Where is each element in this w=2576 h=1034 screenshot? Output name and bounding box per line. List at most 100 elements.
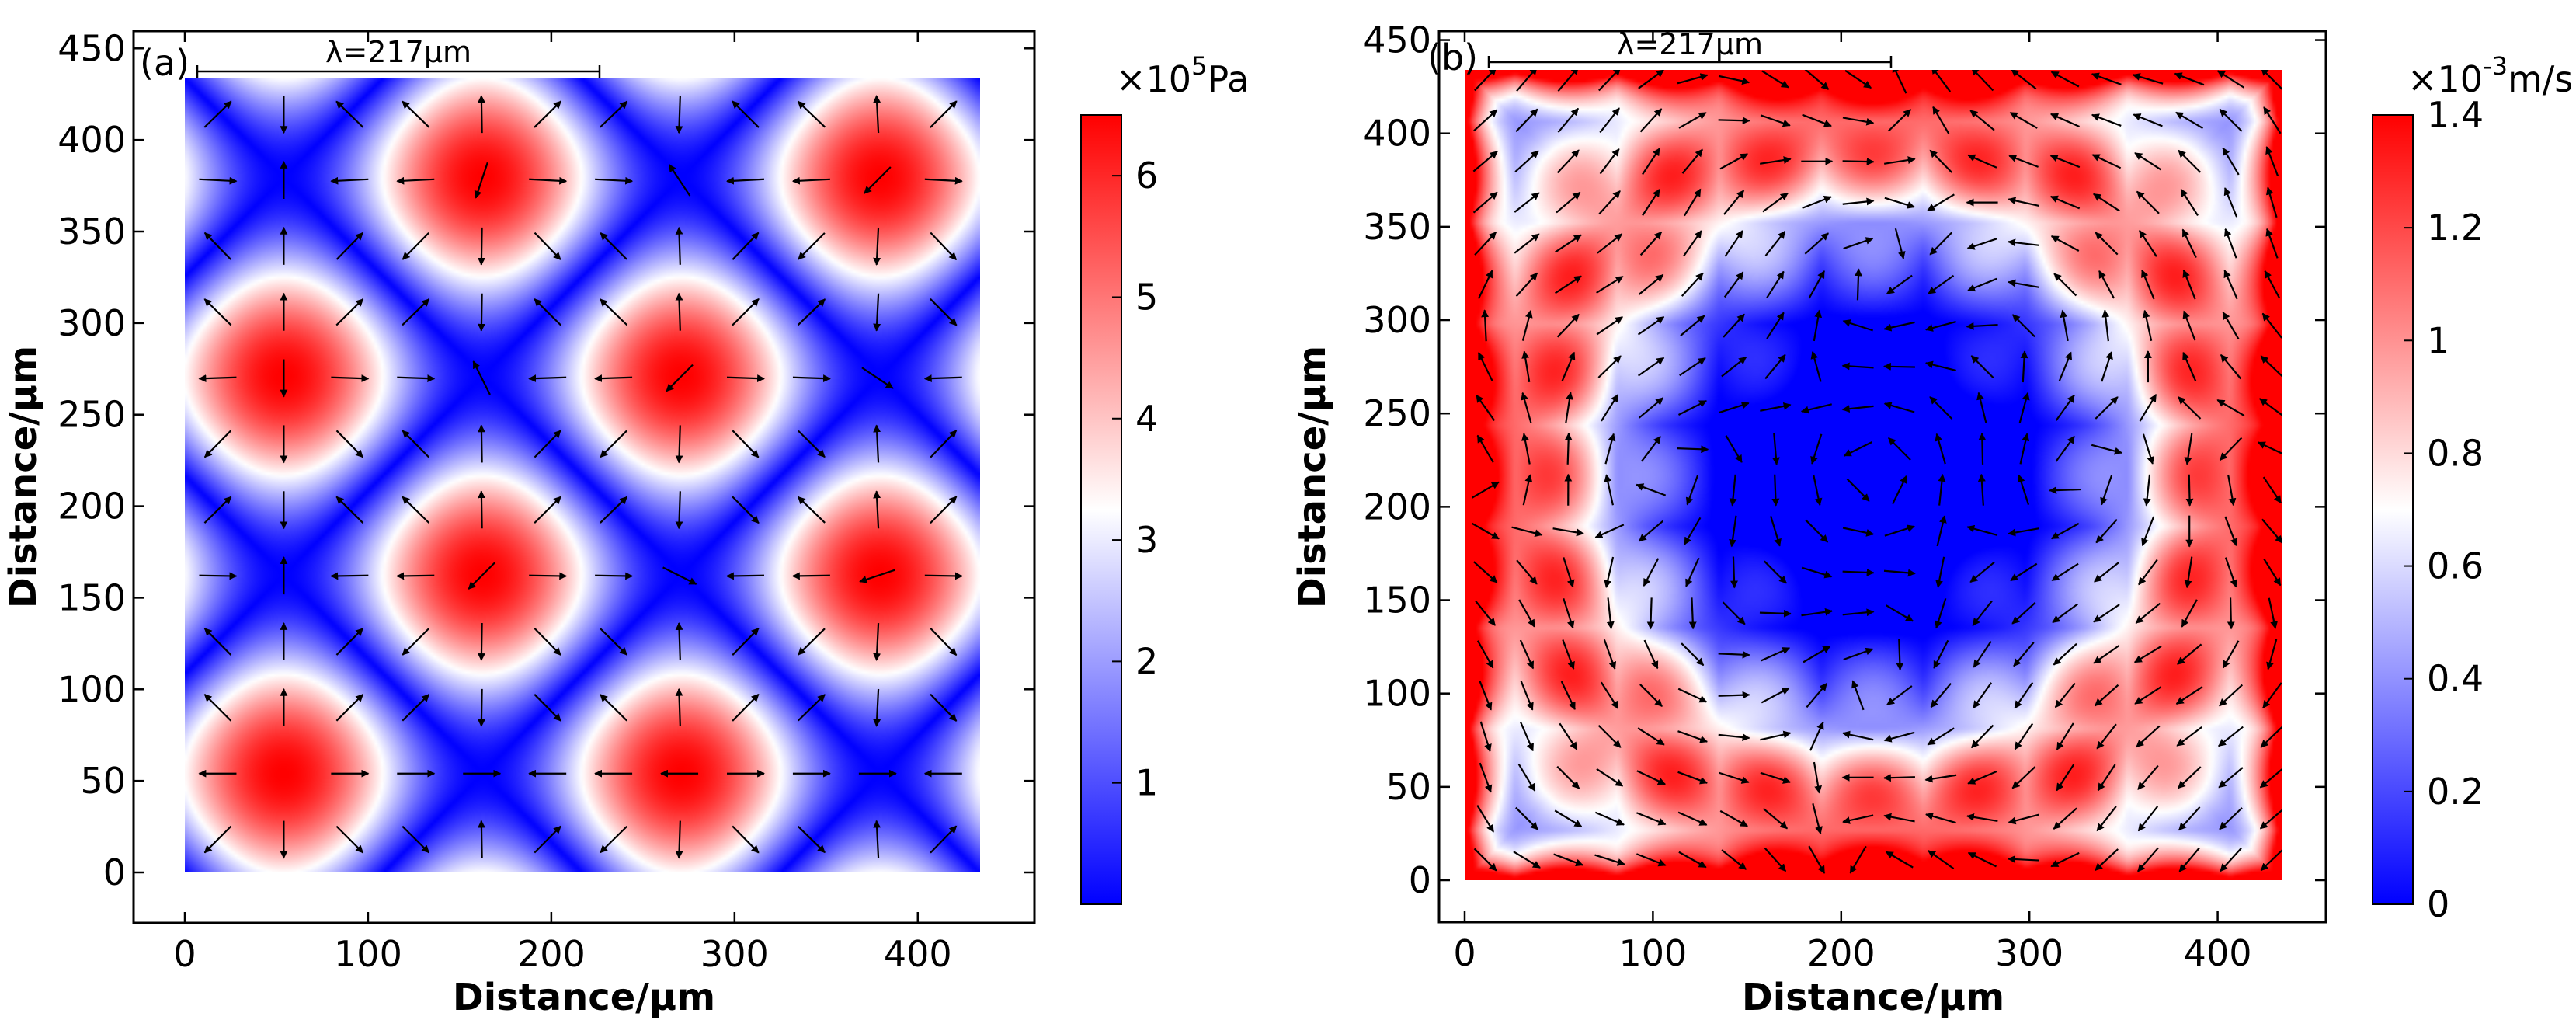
- vector-arrow: [1515, 806, 1538, 830]
- vector-arrow: [1681, 148, 1703, 174]
- vector-arrow: [1932, 106, 1950, 134]
- vector-arrow: [2050, 235, 2080, 252]
- y-tick-label: 100: [57, 668, 126, 710]
- vector-arrow: [1596, 768, 1624, 787]
- vector-arrow: [600, 496, 628, 524]
- vector-arrow: [732, 298, 760, 326]
- vector-arrow: [2010, 562, 2038, 582]
- vector-arrow: [2263, 558, 2282, 587]
- vector-arrow: [335, 496, 364, 524]
- vector-arrow: [2220, 848, 2242, 872]
- x-tick-label: 0: [173, 933, 196, 975]
- vector-arrow: [1516, 559, 1538, 585]
- vector-arrow: [2260, 355, 2282, 378]
- vector-arrow: [2222, 147, 2240, 176]
- vector-arrow: [1924, 774, 1957, 783]
- vector-arrow: [1842, 158, 1875, 165]
- vector-arrow: [1473, 561, 1498, 583]
- vector-arrow: [1886, 274, 1913, 295]
- vector-arrow: [1681, 272, 1704, 297]
- vector-arrow: [1601, 394, 1619, 422]
- vector-arrow: [1638, 273, 1664, 295]
- vector-arrow: [2180, 188, 2199, 217]
- vector-arrow: [2050, 71, 2080, 88]
- vector-arrow: [1930, 683, 1952, 708]
- y-tick-label: 50: [80, 760, 126, 802]
- vector-arrow: [1639, 108, 1663, 133]
- panel-label-b: (b): [1427, 37, 1478, 78]
- vector-arrow: [402, 232, 429, 260]
- y-tick-label: 400: [1363, 113, 1431, 155]
- vector-arrow: [534, 825, 561, 854]
- vector-arrow: [1521, 433, 1531, 465]
- vector-arrow: [331, 374, 370, 383]
- vector-arrow: [1896, 639, 1904, 671]
- vector-arrow: [1887, 109, 1912, 132]
- vector-arrow: [1846, 478, 1870, 502]
- x-tick-label: 200: [1807, 932, 1876, 974]
- vector-arrow: [1516, 70, 1538, 92]
- y-tick-label: 250: [57, 394, 126, 436]
- pressure-heatmap: [185, 78, 980, 872]
- vector-arrow: [1801, 566, 1833, 579]
- y-tick-label: 150: [57, 576, 126, 618]
- colorbar-ticks-b: 0 0.2 0.4 0.6 0.8 1 1.2 1.4: [2404, 94, 2484, 925]
- vector-arrow: [2141, 516, 2155, 547]
- vector-arrow: [2137, 764, 2159, 790]
- vector-arrow: [798, 232, 826, 260]
- vector-arrow: [2137, 847, 2159, 872]
- vector-arrow: [1515, 272, 1538, 297]
- vector-arrow: [600, 628, 627, 656]
- vector-arrow: [1603, 639, 1617, 670]
- vector-arrow: [1883, 321, 1915, 332]
- vector-arrow: [1966, 322, 1998, 330]
- colorbar-tick-label: 0.8: [2427, 432, 2484, 474]
- vector-arrow: [2141, 269, 2155, 300]
- vector-arrow: [2265, 228, 2279, 259]
- vector-arrow: [2009, 111, 2038, 129]
- vector-arrow: [1966, 524, 1998, 536]
- vector-arrow: [1597, 725, 1622, 748]
- vector-arrow: [1473, 848, 1497, 872]
- vector-arrow: [1678, 112, 1707, 129]
- vector-arrow: [732, 496, 760, 524]
- vector-arrow: [1677, 811, 1708, 826]
- vector-arrow: [1641, 436, 1661, 462]
- vector-arrow: [595, 176, 634, 185]
- vector-arrow: [1555, 234, 1582, 253]
- vector-arrow: [1476, 434, 1494, 463]
- vector-arrow: [1554, 275, 1582, 294]
- vector-arrow: [1604, 433, 1616, 465]
- vector-arrow: [1476, 640, 1494, 669]
- vector-arrow: [1638, 520, 1663, 542]
- vector-arrow: [1682, 230, 1702, 257]
- vector-arrow: [472, 360, 491, 395]
- x-tick-label: 400: [884, 933, 952, 975]
- vector-arrow: [2018, 392, 2030, 423]
- vector-arrow: [478, 688, 485, 727]
- vector-arrow: [1723, 313, 1745, 338]
- vector-arrow: [1813, 474, 1823, 507]
- vector-arrow: [1729, 474, 1737, 507]
- vector-arrow: [2261, 312, 2282, 339]
- scalebar-label: λ=217μm: [325, 35, 471, 69]
- vector-arrow: [1481, 309, 1490, 342]
- vector-arrow: [1520, 681, 1534, 711]
- vector-arrow: [2056, 764, 2075, 792]
- vector-arrow: [2182, 351, 2197, 381]
- vector-arrow: [2143, 474, 2151, 507]
- vector-arrow: [1976, 392, 1987, 423]
- vector-arrow: [1842, 117, 1875, 126]
- vector-arrow: [1472, 151, 1498, 172]
- colorbar-title-b: ×10-3m/s: [2407, 51, 2573, 100]
- vector-arrow: [1766, 312, 1785, 339]
- vector-arrow: [1800, 403, 1832, 414]
- vector-arrow: [600, 100, 628, 128]
- vector-arrow: [666, 364, 694, 392]
- vector-arrow: [2184, 433, 2193, 465]
- vector-arrow: [402, 496, 430, 524]
- vector-arrow: [1681, 642, 1705, 667]
- vector-arrow: [1972, 600, 1993, 626]
- vector-arrow: [2263, 106, 2282, 134]
- vector-arrow: [1812, 803, 1823, 835]
